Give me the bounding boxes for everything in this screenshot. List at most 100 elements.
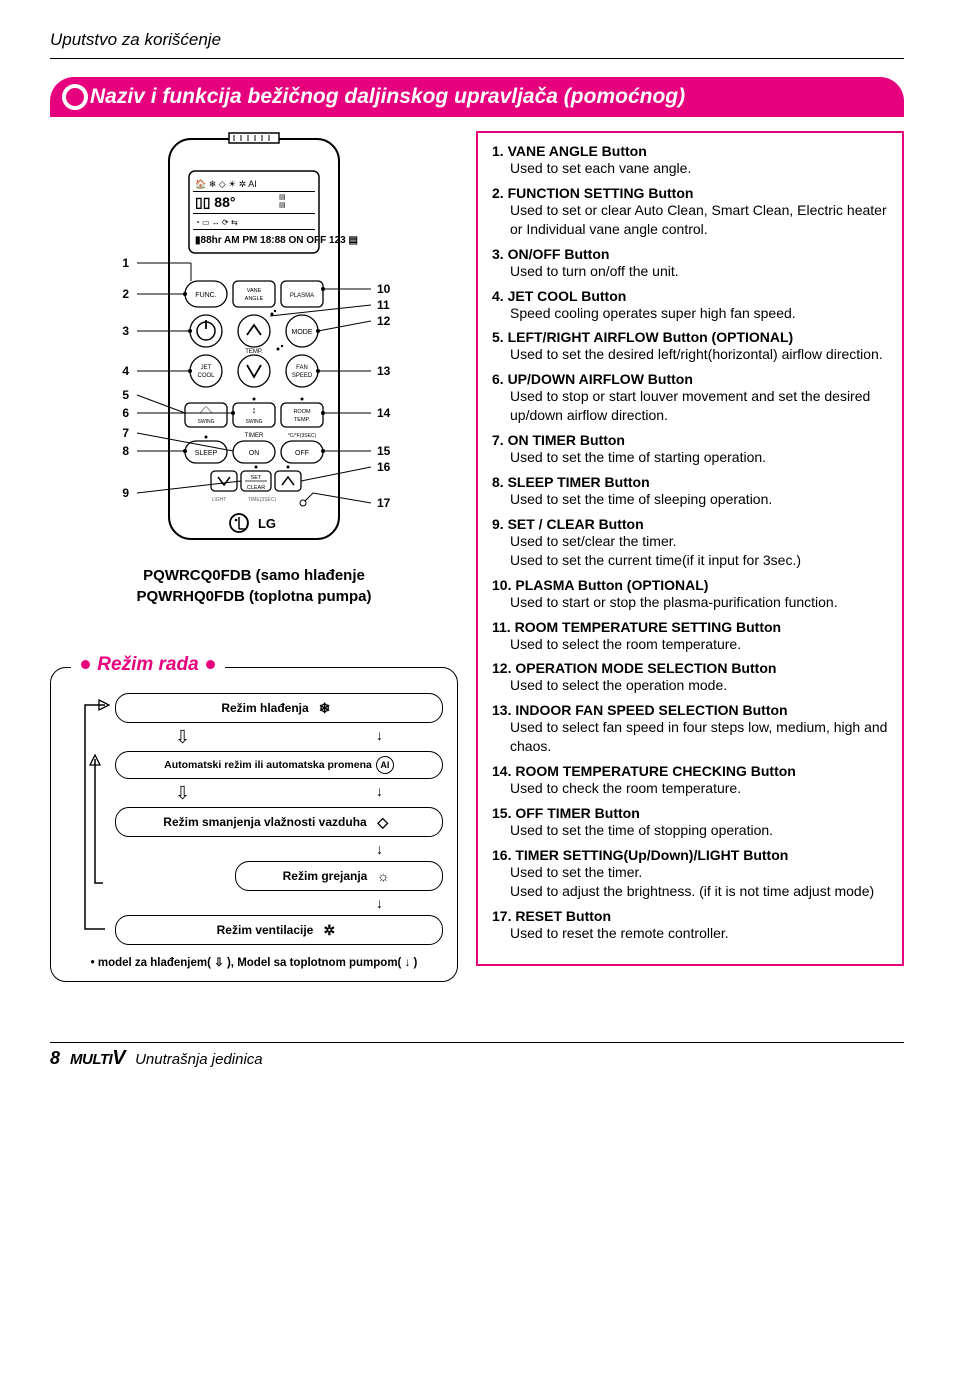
arrow-down-icon: ⇩ bbox=[175, 728, 190, 746]
footer-text: Unutrašnja jedinica bbox=[135, 1051, 263, 1068]
arrow-down-icon: ⇩ bbox=[175, 784, 190, 802]
breadcrumb: Uputstvo za korišćenje bbox=[50, 30, 904, 50]
feature-title: 10. PLASMA Button (OPTIONAL) bbox=[492, 577, 888, 593]
svg-text:17: 17 bbox=[377, 496, 391, 510]
feature-item: 4. JET COOL ButtonSpeed cooling operates… bbox=[492, 288, 888, 323]
feature-title: 15. OFF TIMER Button bbox=[492, 805, 888, 821]
svg-text:SPEED: SPEED bbox=[292, 373, 313, 379]
feature-title: 12. OPERATION MODE SELECTION Button bbox=[492, 660, 888, 676]
feature-title: 14. ROOM TEMPERATURE CHECKING Button bbox=[492, 763, 888, 779]
svg-text:12: 12 bbox=[377, 314, 391, 328]
mode-heat: Režim grejanja ☼ bbox=[235, 861, 443, 891]
feature-desc: Used to start or stop the plasma-purific… bbox=[510, 593, 888, 612]
page-number: 8 bbox=[50, 1048, 60, 1069]
svg-text:11: 11 bbox=[377, 298, 390, 312]
feature-item: 6. UP/DOWN AIRFLOW ButtonUsed to stop or… bbox=[492, 371, 888, 425]
title-bar: Naziv i funkcija bežičnog daljinskog upr… bbox=[50, 77, 904, 117]
fan-icon: ✲ bbox=[317, 920, 341, 940]
svg-text:SWING: SWING bbox=[198, 419, 215, 425]
svg-text:3: 3 bbox=[122, 324, 129, 338]
svg-text:ON: ON bbox=[249, 450, 260, 457]
feature-desc: Used to stop or start louver movement an… bbox=[510, 387, 888, 425]
feature-title: 3. ON/OFF Button bbox=[492, 246, 888, 262]
mode-title: Režim rada bbox=[71, 654, 225, 676]
feature-title: 13. INDOOR FAN SPEED SELECTION Button bbox=[492, 702, 888, 718]
svg-text:FAN: FAN bbox=[296, 365, 308, 371]
feature-desc: Used to set the time of stopping operati… bbox=[510, 821, 888, 840]
page-footer: 8 MULTIV Unutrašnja jedinica bbox=[50, 1042, 904, 1070]
sun-icon: ☼ bbox=[371, 866, 395, 886]
svg-text:14: 14 bbox=[377, 406, 391, 420]
feature-desc: Speed cooling operates super high fan sp… bbox=[510, 304, 888, 323]
feature-item: 1. VANE ANGLE ButtonUsed to set each van… bbox=[492, 143, 888, 178]
svg-text:ANGLE: ANGLE bbox=[245, 296, 264, 302]
svg-text:◔ ▭ ↔ ⟳ ⇆: ◔ ▭ ↔ ⟳ ⇆ bbox=[195, 218, 238, 227]
svg-text:SET: SET bbox=[251, 475, 262, 481]
svg-text:COOL: COOL bbox=[197, 373, 215, 379]
feature-desc: Used to check the room temperature. bbox=[510, 779, 888, 798]
feature-title: 11. ROOM TEMPERATURE SETTING Button bbox=[492, 619, 888, 635]
mode-cool: Režim hlađenja ❄ bbox=[115, 693, 443, 723]
svg-text:🏠 ❄ ◇ ☀ ✲ AI: 🏠 ❄ ◇ ☀ ✲ AI bbox=[195, 179, 257, 189]
brand-logo-v: V bbox=[112, 1047, 125, 1069]
svg-text:LIGHT: LIGHT bbox=[212, 497, 227, 503]
feature-title: 16. TIMER SETTING(Up/Down)/LIGHT Button bbox=[492, 847, 888, 863]
feature-desc: Used to set the time of sleeping operati… bbox=[510, 490, 888, 509]
remote-illustration: 🏠 ❄ ◇ ☀ ✲ AI ▯▯ 88° ▤ ▤ ◔ ▭ ↔ ⟳ ⇆ ▮88hr … bbox=[50, 131, 458, 551]
svg-text:8: 8 bbox=[122, 444, 129, 458]
mode-auto: Automatski režim ili automatska promena … bbox=[115, 751, 443, 779]
mode-box: Režim rada Režim hlađenja ❄ bbox=[50, 667, 458, 982]
feature-item: 11. ROOM TEMPERATURE SETTING ButtonUsed … bbox=[492, 619, 888, 654]
feature-title: 4. JET COOL Button bbox=[492, 288, 888, 304]
svg-text:TIME(3SEC): TIME(3SEC) bbox=[248, 497, 277, 503]
feature-desc: Used to set the desired left/right(horiz… bbox=[510, 345, 888, 364]
arrow-down-icon: ↓ bbox=[376, 784, 383, 802]
svg-text:↕: ↕ bbox=[252, 405, 257, 415]
svg-text:5: 5 bbox=[122, 388, 129, 402]
svg-text:13: 13 bbox=[377, 364, 391, 378]
feature-item: 16. TIMER SETTING(Up/Down)/LIGHT ButtonU… bbox=[492, 847, 888, 901]
snowflake-icon: ❄ bbox=[313, 698, 337, 718]
feature-box: 1. VANE ANGLE ButtonUsed to set each van… bbox=[476, 131, 904, 966]
svg-text:9: 9 bbox=[122, 486, 129, 500]
svg-text:TEMP.: TEMP. bbox=[245, 349, 263, 355]
svg-text:6: 6 bbox=[122, 406, 129, 420]
feature-desc: Used to set or clear Auto Clean, Smart C… bbox=[510, 201, 888, 239]
svg-text:4: 4 bbox=[122, 364, 129, 378]
feature-desc: Used to set the time of starting operati… bbox=[510, 448, 888, 467]
feature-desc: Used to set the timer. bbox=[510, 863, 888, 882]
svg-text:1: 1 bbox=[122, 256, 129, 270]
page-title: Naziv i funkcija bežičnog daljinskog upr… bbox=[90, 85, 685, 108]
feature-item: 17. RESET ButtonUsed to reset the remote… bbox=[492, 908, 888, 943]
svg-text:VANE: VANE bbox=[247, 288, 262, 294]
svg-text:PLASMA: PLASMA bbox=[290, 293, 314, 299]
divider bbox=[50, 58, 904, 59]
feature-item: 3. ON/OFF ButtonUsed to turn on/off the … bbox=[492, 246, 888, 281]
svg-text:▤: ▤ bbox=[279, 194, 286, 201]
brand-logo: MULTI bbox=[70, 1051, 112, 1068]
svg-text:16: 16 bbox=[377, 460, 391, 474]
drop-icon: ◇ bbox=[371, 812, 395, 832]
svg-text:2: 2 bbox=[122, 287, 129, 301]
svg-text:TIMER: TIMER bbox=[245, 433, 264, 439]
feature-title: 7. ON TIMER Button bbox=[492, 432, 888, 448]
svg-text:LG: LG bbox=[258, 516, 276, 531]
svg-text:MODE: MODE bbox=[292, 329, 313, 336]
svg-text:CLEAR: CLEAR bbox=[247, 485, 265, 491]
svg-text:10: 10 bbox=[377, 282, 391, 296]
feature-title: 2. FUNCTION SETTING Button bbox=[492, 185, 888, 201]
feature-item: 14. ROOM TEMPERATURE CHECKING ButtonUsed… bbox=[492, 763, 888, 798]
svg-text:JET: JET bbox=[201, 365, 212, 371]
feature-desc: Used to adjust the brightness. (if it is… bbox=[510, 882, 888, 901]
feature-desc: Used to select the operation mode. bbox=[510, 676, 888, 695]
feature-title: 17. RESET Button bbox=[492, 908, 888, 924]
feature-item: 10. PLASMA Button (OPTIONAL)Used to star… bbox=[492, 577, 888, 612]
feature-desc: Used to turn on/off the unit. bbox=[510, 262, 888, 281]
ai-icon: AI bbox=[376, 756, 394, 774]
feature-title: 6. UP/DOWN AIRFLOW Button bbox=[492, 371, 888, 387]
svg-text:▯▯ 88°: ▯▯ 88° bbox=[195, 194, 235, 210]
feature-item: 8. SLEEP TIMER ButtonUsed to set the tim… bbox=[492, 474, 888, 509]
feature-title: 9. SET / CLEAR Button bbox=[492, 516, 888, 532]
svg-text:OFF: OFF bbox=[295, 450, 309, 457]
svg-text:SWING: SWING bbox=[246, 419, 263, 425]
